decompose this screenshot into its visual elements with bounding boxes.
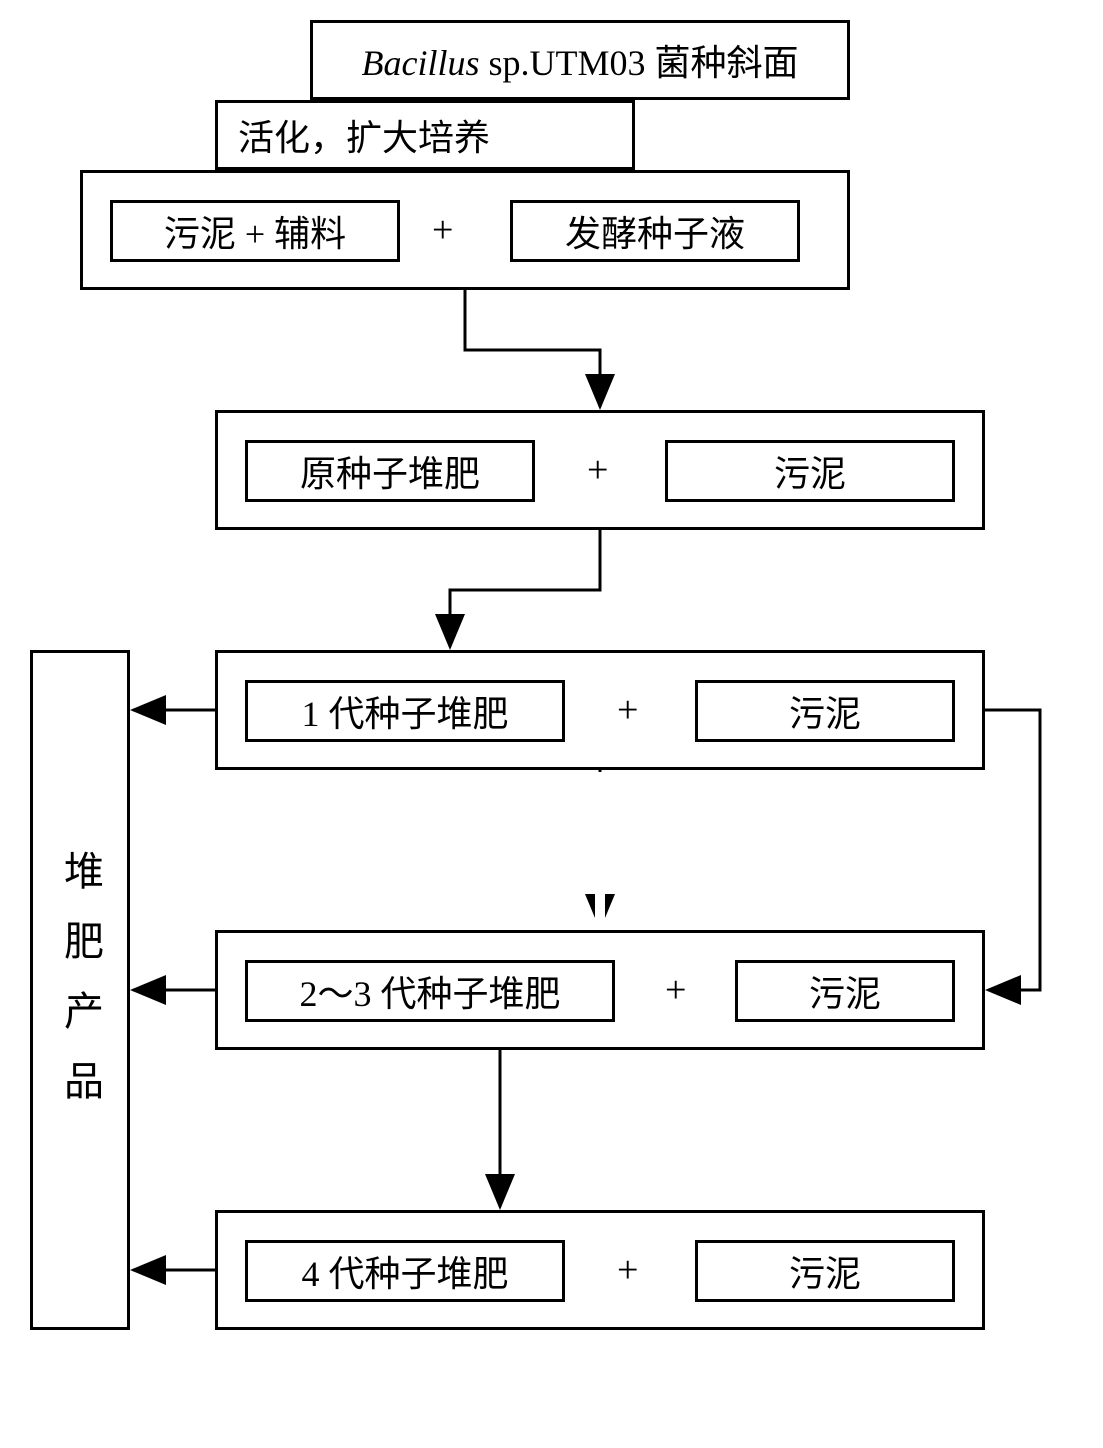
activation-text: 活化，扩大培养 <box>238 109 490 161</box>
stage3-right: 污泥 <box>695 680 955 742</box>
stage3-left-text: 1 代种子堆肥 <box>301 685 508 737</box>
stage5-right-text: 污泥 <box>789 1245 861 1297</box>
stage2-left-text: 原种子堆肥 <box>300 445 480 497</box>
stage3-plus: + <box>617 688 638 732</box>
title-box: Bacillus sp.UTM03 菌种斜面 <box>310 20 850 100</box>
activation-box: 活化，扩大培养 <box>215 100 635 170</box>
title-text: Bacillus sp.UTM03 菌种斜面 <box>362 34 799 86</box>
title-rest: sp.UTM03 菌种斜面 <box>479 43 798 83</box>
stage1-plus: + <box>432 208 453 252</box>
stage5-left: 4 代种子堆肥 <box>245 1240 565 1302</box>
flowchart-canvas: Bacillus sp.UTM03 菌种斜面 活化，扩大培养 污泥 + 辅料 +… <box>0 0 1103 1448</box>
stage3-left: 1 代种子堆肥 <box>245 680 565 742</box>
stage4-right: 污泥 <box>735 960 955 1022</box>
stage1-left: 污泥 + 辅料 <box>110 200 400 262</box>
title-italic: Bacillus <box>362 43 480 83</box>
stage2-right-text: 污泥 <box>774 445 846 497</box>
stage4-right-text: 污泥 <box>809 965 881 1017</box>
stage2-plus: + <box>587 448 608 492</box>
stage4-plus: + <box>665 968 686 1012</box>
product-box: 堆肥产品 <box>30 650 130 1330</box>
stage4-left: 2～3 代种子堆肥 <box>245 960 615 1022</box>
stage2-left: 原种子堆肥 <box>245 440 535 502</box>
stage1-right: 发酵种子液 <box>510 200 800 262</box>
stage4-left-text: 2～3 代种子堆肥 <box>299 965 560 1017</box>
stage3-right-text: 污泥 <box>789 685 861 737</box>
stage5-right: 污泥 <box>695 1240 955 1302</box>
stage1-right-text: 发酵种子液 <box>565 205 745 257</box>
stage2-right: 污泥 <box>665 440 955 502</box>
product-text: 堆肥产品 <box>60 850 100 1130</box>
stage1-left-text: 污泥 + 辅料 <box>164 205 346 257</box>
stage5-plus: + <box>617 1248 638 1292</box>
stage5-left-text: 4 代种子堆肥 <box>301 1245 508 1297</box>
